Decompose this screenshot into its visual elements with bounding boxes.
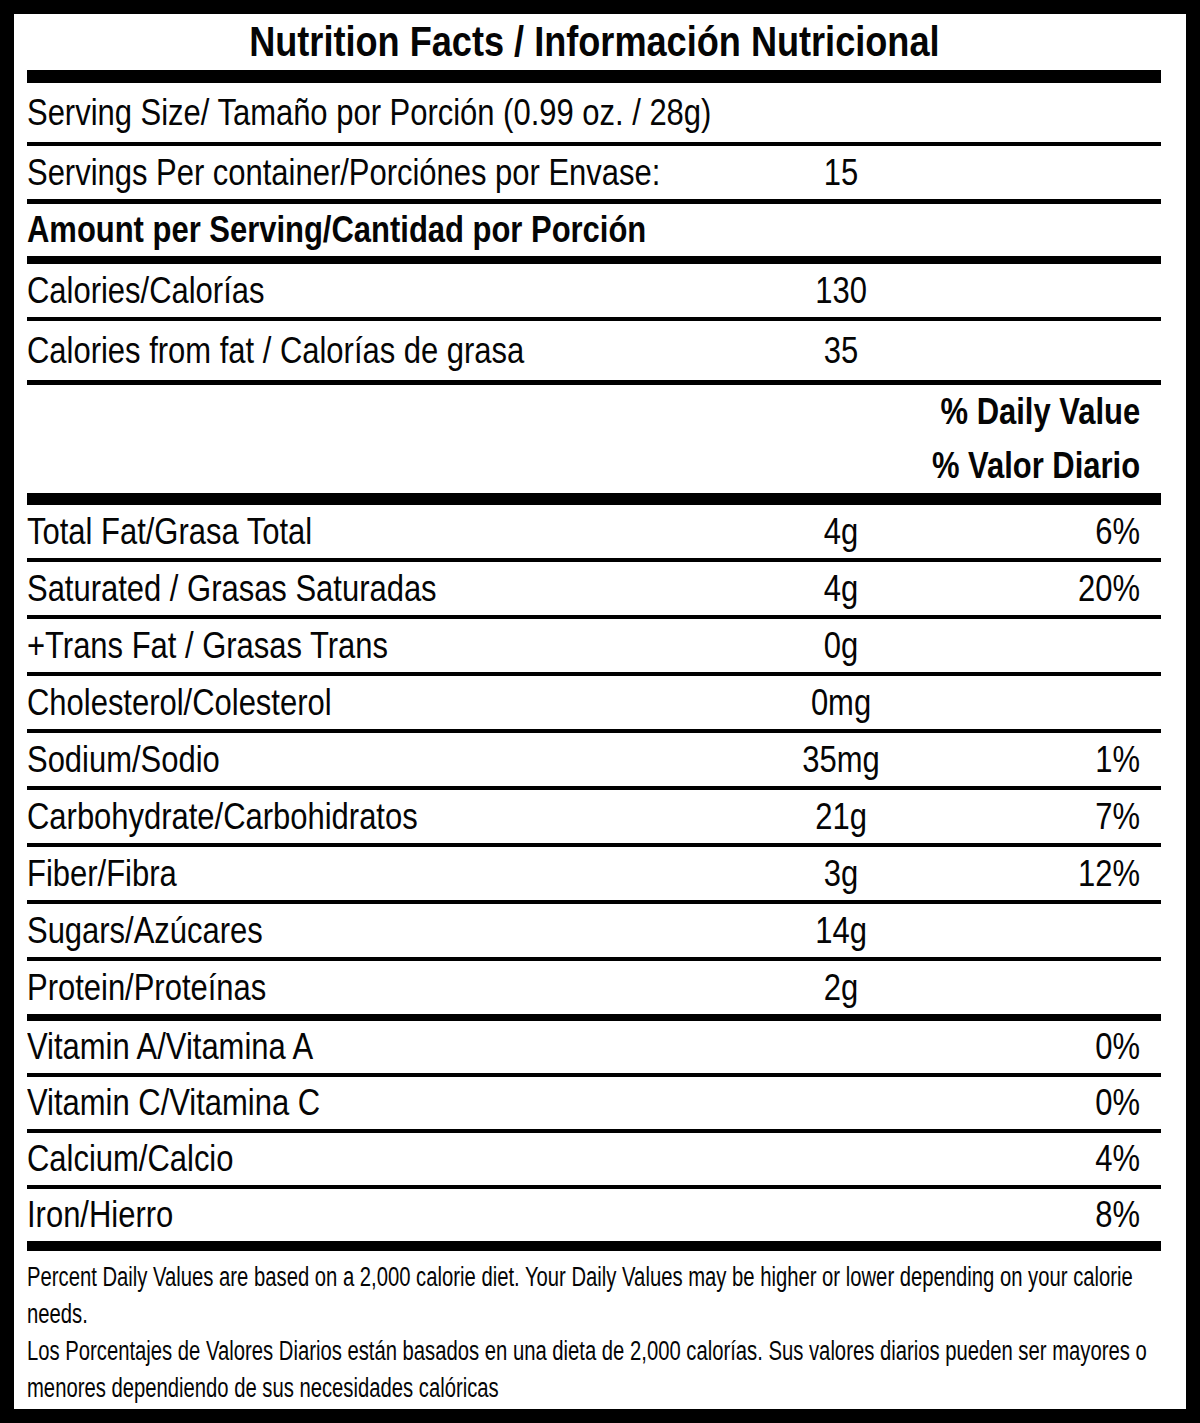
title-divider-bar [27, 70, 1161, 83]
nutrient-row-sodium: Sodium/Sodio 35mg 1% [27, 733, 1161, 786]
footnote-section: Percent Daily Values are based on a 2,00… [27, 1251, 1161, 1409]
nutrient-label: Carbohydrate/Carbohidratos [27, 796, 418, 838]
footnote-spanish: Los Porcentajes de Valores Diarios están… [27, 1333, 1161, 1407]
servings-per-container-value: 15 [824, 152, 858, 194]
nutrition-facts-label: Nutrition Facts / Información Nutriciona… [0, 0, 1200, 1423]
calories-from-fat-label: Calories from fat / Calorías de grasa [27, 330, 524, 372]
servings-per-container-label: Servings Per container/Porciónes por Env… [27, 152, 660, 194]
nutrient-amount: 0g [824, 625, 858, 667]
nutrient-label: +Trans Fat / Grasas Trans [27, 625, 388, 667]
footnote-divider-bar [27, 1241, 1161, 1251]
nutrient-row-fiber: Fiber/Fibra 3g 12% [27, 847, 1161, 900]
calories-value: 130 [815, 270, 867, 312]
section-divider-bar [27, 256, 1161, 264]
nutrient-label: Calcium/Calcio [27, 1138, 233, 1180]
nutrient-amount: 4g [824, 511, 858, 553]
nutrient-row-carbohydrate: Carbohydrate/Carbohidratos 21g 7% [27, 790, 1161, 843]
nutrient-row-vitamin-c: Vitamin C/Vitamina C 0% [27, 1077, 1161, 1129]
nutrient-label: Cholesterol/Colesterol [27, 682, 332, 724]
nutrient-amount: 0mg [811, 682, 871, 724]
nutrient-dv-percent: 0% [1095, 1082, 1140, 1124]
label-title: Nutrition Facts / Información Nutriciona… [249, 18, 939, 66]
nutrient-amount: 3g [824, 853, 858, 895]
nutrient-label: Protein/Proteínas [27, 967, 266, 1009]
nutrient-row-trans-fat: +Trans Fat / Grasas Trans 0g [27, 619, 1161, 672]
nutrient-label: Total Fat/Grasa Total [27, 511, 312, 553]
daily-value-header: % Daily Value % Valor Diario [27, 385, 1161, 493]
nutrient-label: Vitamin C/Vitamina C [27, 1082, 320, 1124]
nutrient-dv-percent: 6% [1095, 511, 1140, 553]
section-divider-bar [27, 1014, 1161, 1021]
nutrient-dv-percent: 4% [1095, 1138, 1140, 1180]
serving-size-row: Serving Size/ Tamaño por Porción (0.99 o… [27, 83, 1161, 142]
nutrient-dv-percent: 1% [1095, 739, 1140, 781]
nutrient-row-cholesterol: Cholesterol/Colesterol 0mg [27, 676, 1161, 729]
nutrient-row-total-fat: Total Fat/Grasa Total 4g 6% [27, 505, 1161, 558]
nutrient-dv-percent: 8% [1095, 1194, 1140, 1236]
serving-size-label: Serving Size/ Tamaño por Porción (0.99 o… [27, 92, 711, 134]
nutrient-row-vitamin-a: Vitamin A/Vitamina A 0% [27, 1021, 1161, 1073]
nutrient-amount: 21g [815, 796, 867, 838]
footnote-english: Percent Daily Values are based on a 2,00… [27, 1259, 1161, 1333]
section-divider-bar [27, 493, 1161, 505]
nutrient-amount: 4g [824, 568, 858, 610]
amount-per-serving-row: Amount per Serving/Cantidad por Porción [27, 204, 1161, 256]
nutrient-row-calcium: Calcium/Calcio 4% [27, 1133, 1161, 1185]
calories-from-fat-value: 35 [824, 330, 858, 372]
amount-per-serving-label: Amount per Serving/Cantidad por Porción [27, 209, 646, 251]
nutrient-dv-percent: 0% [1095, 1026, 1140, 1068]
nutrient-label: Fiber/Fibra [27, 853, 177, 895]
daily-value-header-es: % Valor Diario [932, 445, 1140, 487]
nutrient-row-sugars: Sugars/Azúcares 14g [27, 904, 1161, 957]
nutrient-row-protein: Protein/Proteínas 2g [27, 961, 1161, 1014]
nutrient-dv-percent: 7% [1095, 796, 1140, 838]
label-header: Nutrition Facts / Información Nutriciona… [27, 14, 1161, 70]
nutrient-row-iron: Iron/Hierro 8% [27, 1189, 1161, 1241]
nutrient-amount: 2g [824, 967, 858, 1009]
nutrient-label: Sodium/Sodio [27, 739, 220, 781]
servings-per-container-row: Servings Per container/Porciónes por Env… [27, 146, 1161, 199]
nutrient-amount: 35mg [802, 739, 879, 781]
nutrient-label: Iron/Hierro [27, 1194, 173, 1236]
calories-row: Calories/Calorías 130 [27, 264, 1161, 317]
calories-label: Calories/Calorías [27, 270, 264, 312]
nutrient-row-saturated-fat: Saturated / Grasas Saturadas 4g 20% [27, 562, 1161, 615]
calories-from-fat-row: Calories from fat / Calorías de grasa 35 [27, 321, 1161, 380]
nutrient-label: Sugars/Azúcares [27, 910, 263, 952]
nutrient-amount: 14g [815, 910, 867, 952]
daily-value-header-en: % Daily Value [940, 391, 1140, 433]
nutrient-dv-percent: 12% [1078, 853, 1140, 895]
nutrient-dv-percent: 20% [1078, 568, 1140, 610]
nutrient-label: Vitamin A/Vitamina A [27, 1026, 313, 1068]
nutrient-label: Saturated / Grasas Saturadas [27, 568, 437, 610]
